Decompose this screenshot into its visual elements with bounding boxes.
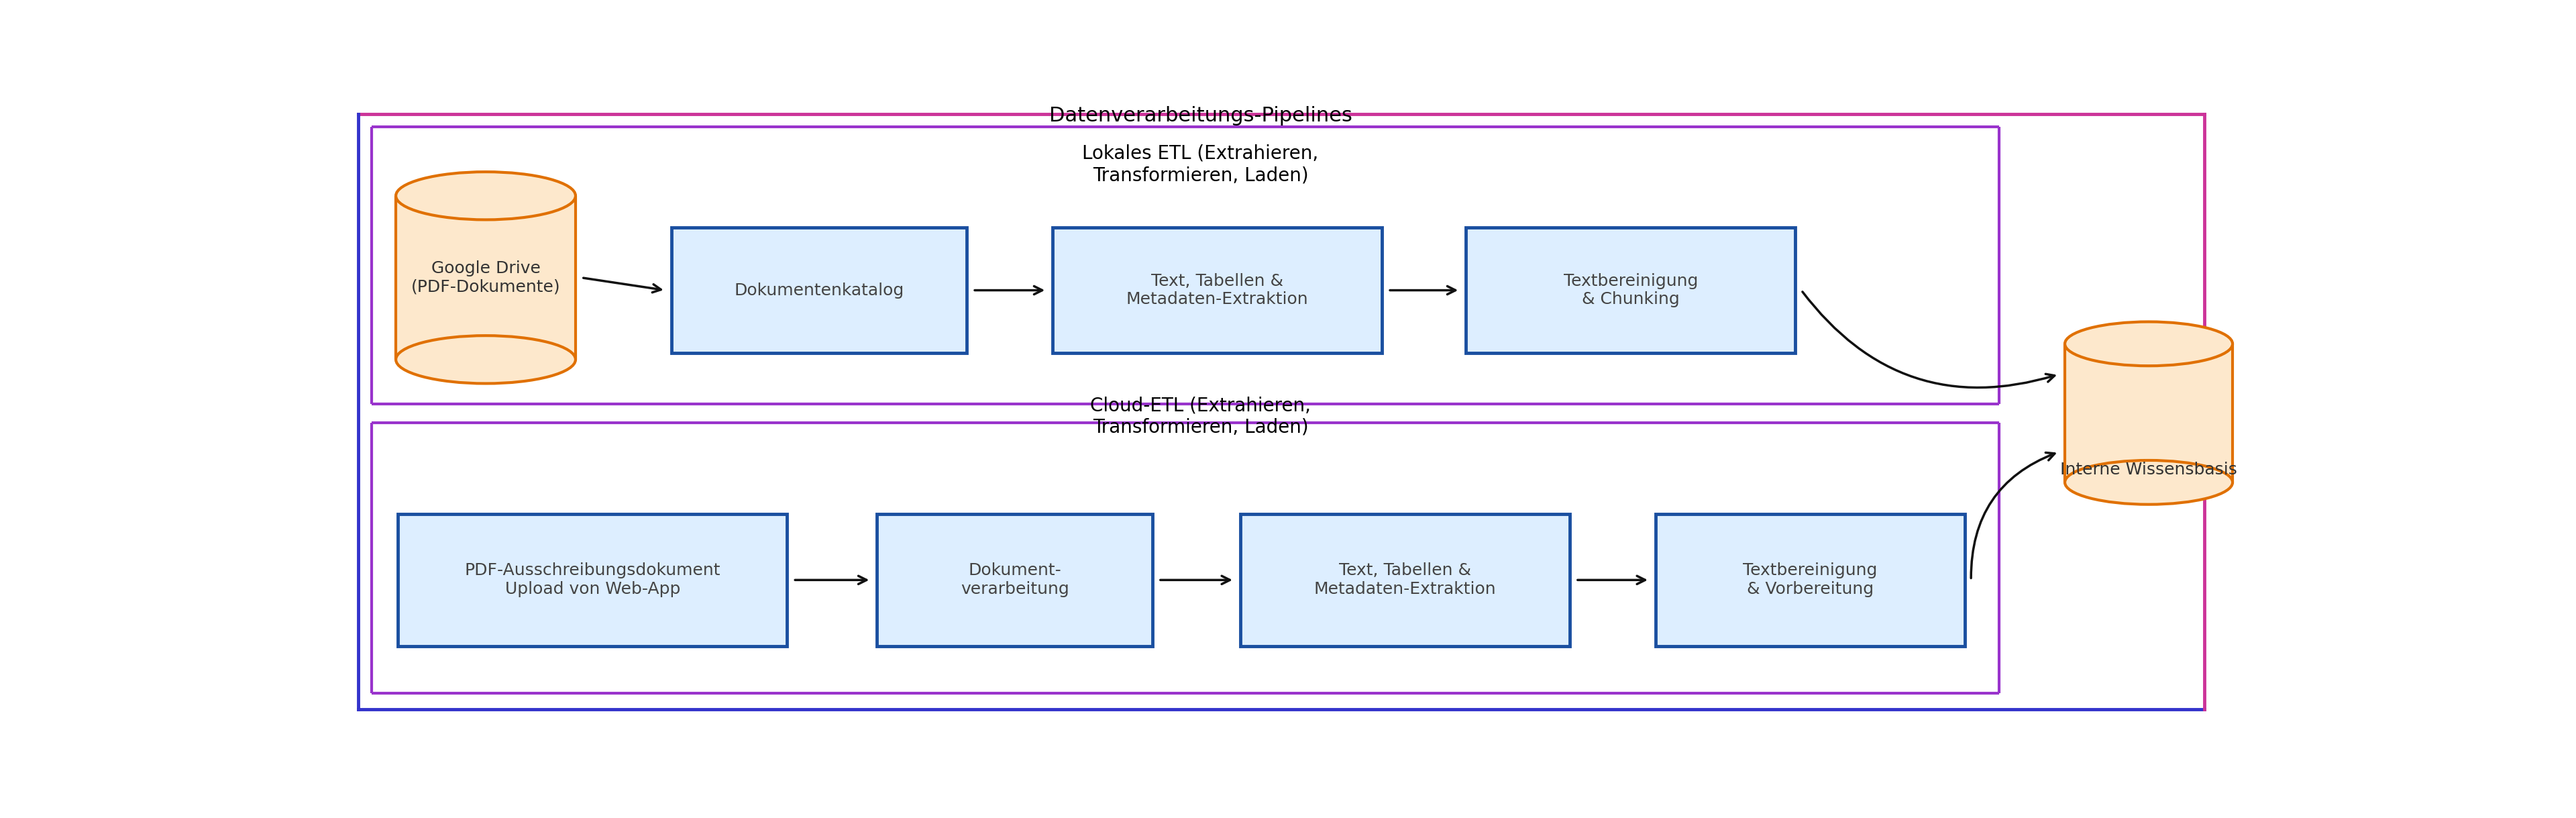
FancyBboxPatch shape: [1054, 227, 1383, 353]
Text: Google Drive
(PDF-Dokumente): Google Drive (PDF-Dokumente): [412, 260, 562, 295]
FancyBboxPatch shape: [2066, 344, 2233, 483]
Text: PDF-Ausschreibungsdokument
Upload von Web-App: PDF-Ausschreibungsdokument Upload von We…: [464, 563, 721, 597]
Text: Dokument-
verarbeitung: Dokument- verarbeitung: [961, 563, 1069, 597]
Text: Lokales ETL (Extrahieren,
Transformieren, Laden): Lokales ETL (Extrahieren, Transformieren…: [1082, 144, 1319, 185]
Ellipse shape: [397, 335, 574, 384]
FancyBboxPatch shape: [1656, 514, 1965, 646]
Text: Datenverarbeitungs-Pipelines: Datenverarbeitungs-Pipelines: [1048, 106, 1352, 125]
Text: Dokumentenkatalog: Dokumentenkatalog: [734, 282, 904, 299]
FancyBboxPatch shape: [1242, 514, 1569, 646]
FancyBboxPatch shape: [1466, 227, 1795, 353]
Ellipse shape: [2066, 461, 2233, 505]
FancyBboxPatch shape: [397, 514, 788, 646]
Text: Text, Tabellen &
Metadaten-Extraktion: Text, Tabellen & Metadaten-Extraktion: [1314, 563, 1497, 597]
Text: Text, Tabellen &
Metadaten-Extraktion: Text, Tabellen & Metadaten-Extraktion: [1126, 273, 1309, 308]
Text: Textbereinigung
& Vorbereitung: Textbereinigung & Vorbereitung: [1744, 563, 1878, 597]
Text: Interne Wissensbasis: Interne Wissensbasis: [2061, 461, 2236, 478]
FancyBboxPatch shape: [876, 514, 1151, 646]
Ellipse shape: [2066, 321, 2233, 366]
FancyBboxPatch shape: [397, 196, 574, 360]
FancyBboxPatch shape: [672, 227, 966, 353]
Text: Textbereinigung
& Chunking: Textbereinigung & Chunking: [1564, 273, 1698, 308]
Ellipse shape: [397, 172, 574, 220]
Text: Cloud-ETL (Extrahieren,
Transformieren, Laden): Cloud-ETL (Extrahieren, Transformieren, …: [1090, 396, 1311, 437]
